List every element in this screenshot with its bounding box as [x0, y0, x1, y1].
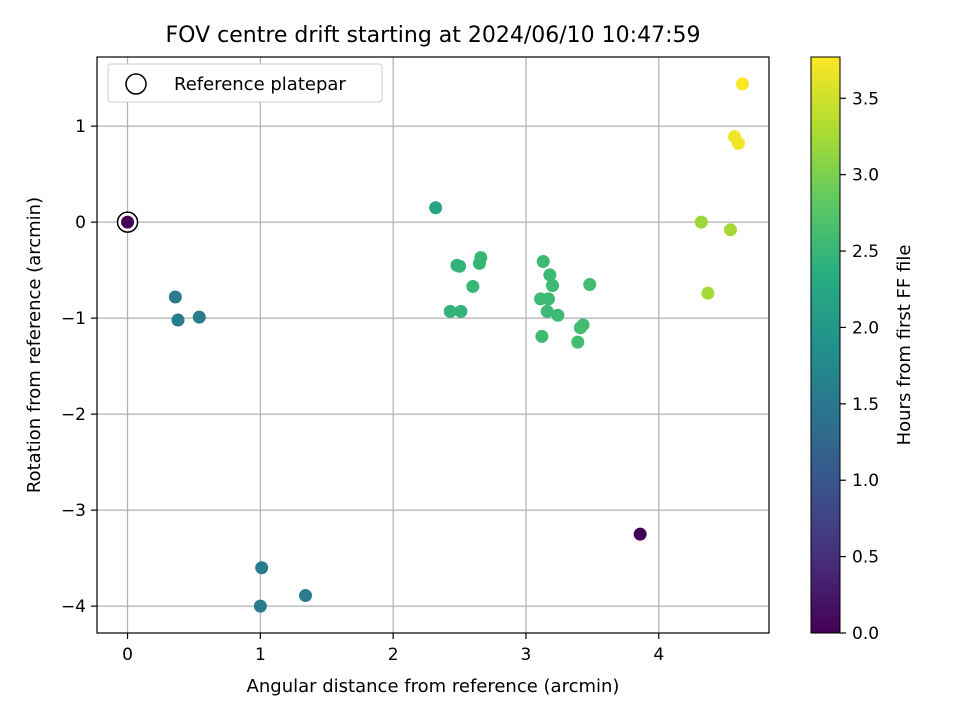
y-tick-label: 0 — [75, 213, 86, 233]
legend: Reference platepar — [107, 63, 383, 103]
plot-area-frame — [96, 56, 770, 634]
data-point — [171, 313, 185, 327]
data-point — [536, 254, 550, 268]
y-tick-label: 1 — [75, 117, 86, 137]
data-point — [546, 278, 560, 292]
data-point — [466, 279, 480, 293]
x-tick-label: 0 — [122, 645, 133, 665]
data-point — [540, 304, 554, 318]
data-point — [701, 286, 715, 300]
colorbar-tick-label: 1.5 — [852, 395, 879, 415]
colorbar-tick-label: 3.5 — [852, 89, 879, 109]
colorbar — [810, 56, 841, 634]
data-point — [192, 310, 206, 324]
grid — [97, 57, 769, 633]
data-point — [255, 561, 269, 575]
data-point — [253, 599, 267, 613]
data-point — [535, 329, 549, 343]
data-point — [429, 201, 443, 215]
y-tick-label: −3 — [61, 501, 86, 521]
x-tick-label: 3 — [521, 645, 532, 665]
legend-box — [107, 63, 383, 103]
chart-title: FOV centre drift starting at 2024/06/10 … — [166, 23, 701, 48]
data-point — [453, 259, 467, 273]
y-tick-label: −2 — [61, 405, 86, 425]
colorbar-tick-label: 2.5 — [852, 242, 879, 262]
x-axis-label: Angular distance from reference (arcmin) — [247, 676, 620, 697]
data-point — [576, 318, 590, 332]
data-point — [542, 292, 556, 306]
colorbar-tick-label: 2.0 — [852, 318, 879, 338]
data-point — [723, 223, 737, 237]
data-point — [543, 268, 557, 282]
colorbar-ticks: 0.0 0.5 1.0 1.5 2.0 2.5 3.0 3.5 — [840, 89, 879, 644]
data-point — [168, 290, 182, 304]
data-point — [731, 136, 745, 150]
colorbar-tick-label: 3.0 — [852, 166, 879, 186]
data-point — [735, 77, 749, 91]
y-tick-label: −4 — [61, 597, 86, 617]
data-points — [116, 77, 749, 613]
colorbar-tick-label: 1.0 — [852, 471, 879, 491]
data-point — [633, 527, 647, 541]
data-point — [443, 304, 457, 318]
data-point — [474, 251, 488, 265]
y-tick-label: −1 — [61, 309, 86, 329]
axis-ticks: 0 1 2 3 4 −4 −3 −2 −1 0 1 — [61, 117, 664, 665]
x-tick-label: 1 — [255, 645, 266, 665]
reference-point — [121, 215, 135, 229]
legend-reference-label: Reference platepar — [174, 74, 346, 95]
colorbar-tick-label: 0.0 — [852, 624, 879, 644]
legend-reference-marker — [125, 73, 147, 95]
data-point — [583, 278, 597, 292]
data-point — [694, 215, 708, 229]
y-axis-label: Rotation from reference (arcmin) — [24, 197, 45, 493]
colorbar-label: Hours from first FF file — [894, 245, 915, 446]
data-point — [551, 308, 565, 322]
colorbar-tick-label: 0.5 — [852, 548, 879, 568]
data-point — [571, 335, 585, 349]
x-tick-label: 4 — [653, 645, 664, 665]
data-point — [299, 589, 313, 603]
x-tick-label: 2 — [388, 645, 399, 665]
data-point — [454, 304, 468, 318]
